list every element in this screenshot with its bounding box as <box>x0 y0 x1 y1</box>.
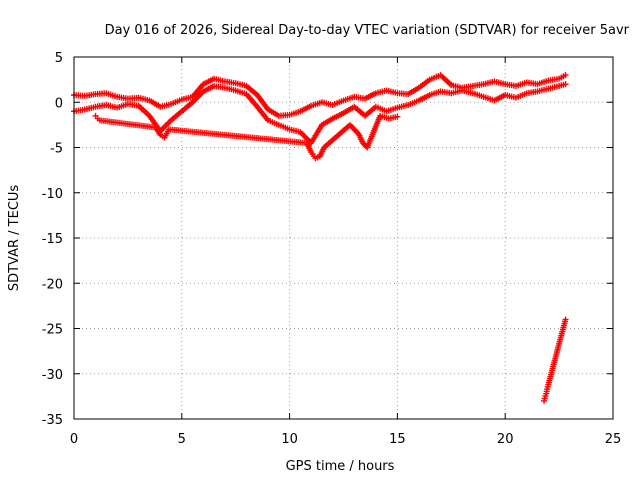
x-tick-label: 15 <box>389 432 406 447</box>
y-tick-label: -20 <box>42 277 63 292</box>
x-tick-labels: 0 5 10 15 20 25 <box>70 432 621 447</box>
y-tick-labels: 5 0 -5 -10 -15 -20 -25 -30 -35 <box>42 51 63 428</box>
data-point <box>394 113 401 120</box>
data-point <box>562 81 569 88</box>
y-tick-label: -25 <box>42 323 63 338</box>
x-tick-label: 25 <box>605 432 622 447</box>
y-tick-label: -15 <box>42 232 63 247</box>
data-point <box>562 316 569 323</box>
x-tick-label: 20 <box>497 432 514 447</box>
y-axis-label: SDTVAR / TECUs <box>7 185 22 292</box>
x-tick-label: 5 <box>178 432 186 447</box>
data-points <box>71 72 569 404</box>
y-tick-label: -35 <box>42 413 63 428</box>
y-tick-label: -30 <box>42 368 63 383</box>
y-tick-label: -5 <box>50 142 63 157</box>
chart-title: Day 016 of 2026, Sidereal Day-to-day VTE… <box>105 23 630 38</box>
y-tick-label: -10 <box>42 187 63 202</box>
y-tick-label: 0 <box>55 96 63 111</box>
y-tick-label: 5 <box>55 51 63 66</box>
x-tick-label: 0 <box>70 432 78 447</box>
x-axis-label: GPS time / hours <box>286 459 395 474</box>
data-point <box>562 72 569 79</box>
plot-frame <box>73 56 614 420</box>
x-tick-label: 10 <box>281 432 298 447</box>
